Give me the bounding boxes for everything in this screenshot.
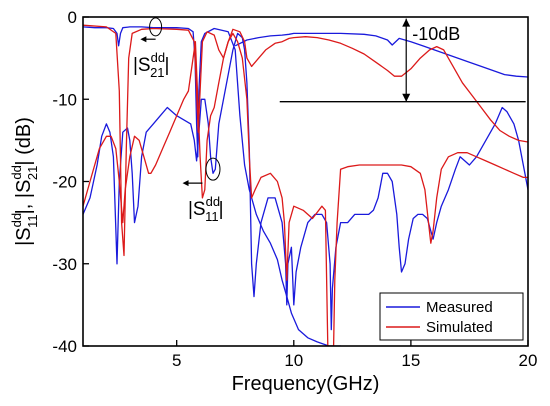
x-tick-label: 5 xyxy=(172,351,181,370)
s11-pointer-arrow xyxy=(182,180,189,187)
s21-pointer-arrow xyxy=(140,36,147,43)
series-measured-s21-upper xyxy=(234,32,528,78)
legend-box xyxy=(379,292,524,341)
series-simulated-s21 xyxy=(83,24,528,257)
y-axis-title: |Sdd11|, |Sdd21| (dB) xyxy=(9,117,40,246)
series-measured-s21 xyxy=(83,26,343,346)
s21-marker-ellipse xyxy=(149,17,163,37)
plot-series-group xyxy=(83,24,528,346)
y-axis-title-sup: dd xyxy=(9,213,24,227)
y-tick-label: -20 xyxy=(52,173,77,192)
x-tick-label: 10 xyxy=(284,351,303,370)
axis-ticks: 5 10 15 20 0 -10 -20 -30 -40 xyxy=(52,8,537,370)
s11-marker-ellipse xyxy=(205,157,221,181)
legend: Measured Simulated xyxy=(379,292,524,341)
annotation-part: |S xyxy=(188,199,206,220)
annotation-part: | xyxy=(165,55,170,76)
y-axis-title-part: | (dB) xyxy=(13,117,35,166)
s11-annotation-label: |Sdd 11| xyxy=(188,194,224,224)
series-simulated-s11 xyxy=(83,32,528,346)
y-axis-title-part: |S xyxy=(13,227,35,246)
legend-label-measured: Measured xyxy=(426,299,493,316)
margin-arrow-head-up xyxy=(402,18,411,27)
legend-label-simulated: Simulated xyxy=(426,319,493,336)
x-tick-label: 20 xyxy=(519,351,538,370)
x-axis-title: Frequency(GHz) xyxy=(232,373,380,395)
x-tick-label: 15 xyxy=(401,351,420,370)
y-tick-label: -30 xyxy=(52,255,77,274)
s21-annotation-label: |Sdd 21| xyxy=(133,50,169,80)
y-axis-title-sub: 21 xyxy=(25,166,40,180)
y-tick-label: -40 xyxy=(52,337,77,356)
annotation-sub: 11 xyxy=(205,209,219,224)
margin-arrow-head-down xyxy=(402,93,411,102)
y-tick-label: -10 xyxy=(52,90,77,109)
annotation-part: | xyxy=(219,199,224,220)
y-axis-title-sup: dd xyxy=(9,165,24,179)
annotations xyxy=(140,17,526,187)
y-axis-title-part: |, |S xyxy=(13,180,35,215)
annotation-sup: dd xyxy=(151,50,165,65)
annotation-sup: dd xyxy=(206,194,220,209)
y-axis-title-sub: 11 xyxy=(25,214,40,228)
annotation-sub: 21 xyxy=(150,65,164,80)
margin-annotation-label: -10dB xyxy=(412,24,460,44)
annotation-part: |S xyxy=(133,55,151,76)
y-tick-label: 0 xyxy=(68,8,77,27)
